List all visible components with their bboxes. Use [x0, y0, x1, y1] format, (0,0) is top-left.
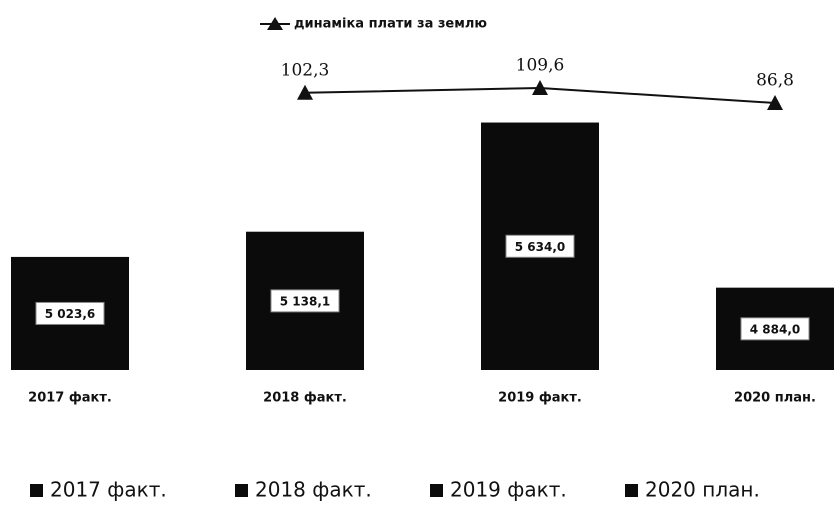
legend-marker: [267, 17, 283, 30]
line-marker: [767, 95, 783, 111]
value-label: 4 884,0: [750, 322, 800, 336]
legend-swatch: [235, 484, 248, 497]
x-tick-label: 2020 план.: [734, 391, 816, 406]
line-value-label: 102,3: [281, 60, 330, 80]
legend-label: динаміка плати за землю: [294, 17, 487, 32]
value-label: 5 023,6: [45, 307, 95, 321]
value-label-box: [505, 234, 575, 258]
line-value-label: 109,6: [516, 55, 565, 75]
legend-swatch: [430, 484, 443, 497]
x-tick-label: 2017 факт.: [28, 391, 112, 406]
value-label: 5 634,0: [515, 240, 565, 254]
legend-label: 2017 факт.: [50, 478, 167, 502]
x-tick-label: 2019 факт.: [498, 391, 582, 406]
value-label-box: [35, 301, 105, 325]
x-tick-label: 2018 факт.: [263, 391, 347, 406]
value-label-box: [270, 289, 340, 313]
legend-swatch: [30, 484, 43, 497]
legend-label: 2020 план.: [645, 478, 760, 502]
legend-swatch: [625, 484, 638, 497]
line-marker: [297, 84, 313, 100]
value-label: 5 138,1: [280, 294, 330, 308]
line-marker: [532, 79, 548, 95]
value-label-box: [740, 317, 810, 341]
line-value-label: 86,8: [756, 71, 794, 91]
legend-label: 2018 факт.: [255, 478, 372, 502]
legend-label: 2019 факт.: [450, 478, 567, 502]
